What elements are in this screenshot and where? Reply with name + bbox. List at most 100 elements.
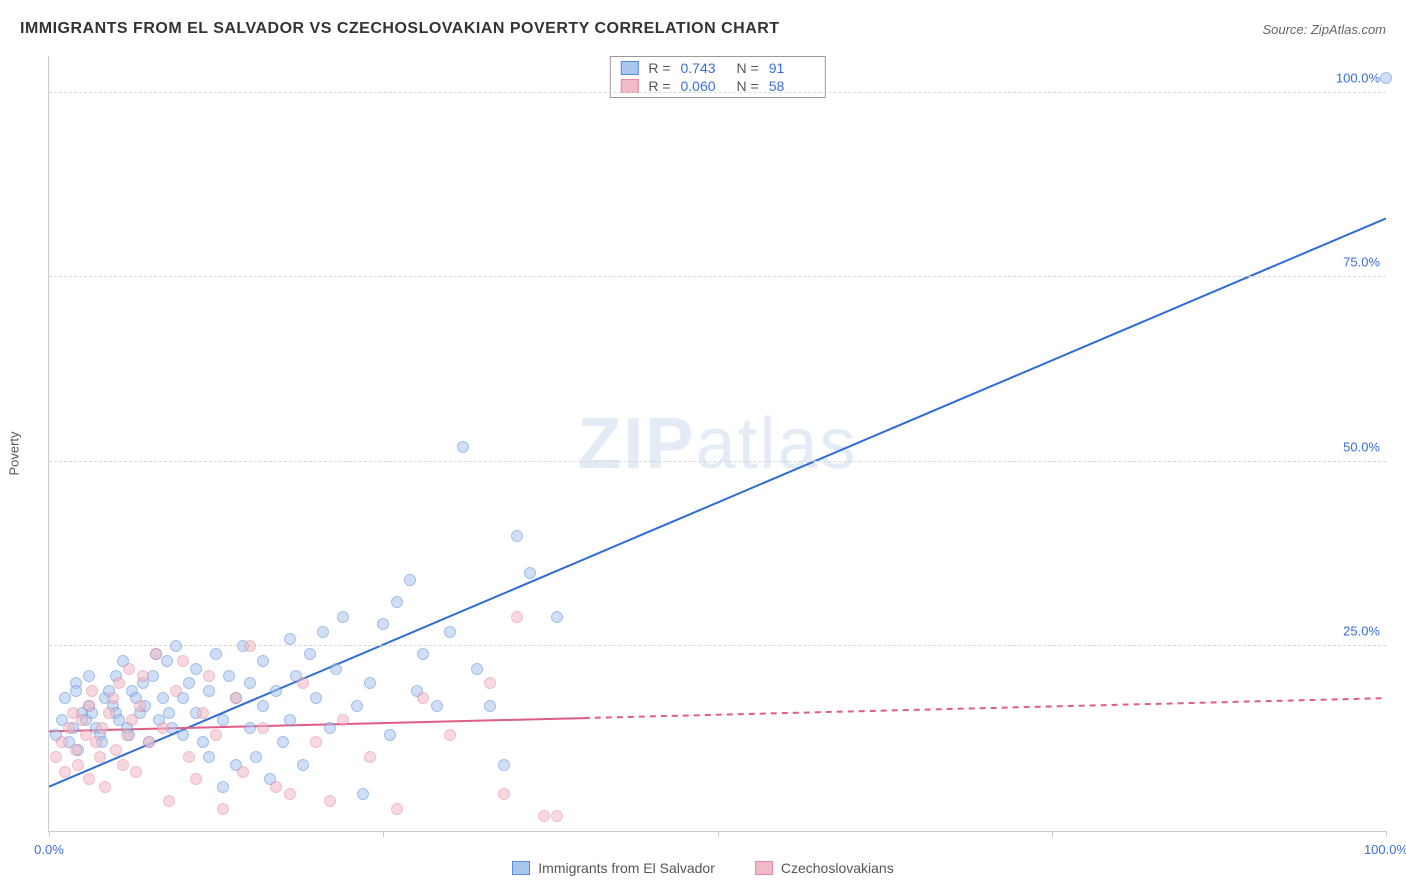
data-point [59,692,71,704]
data-point [203,751,215,763]
data-point [121,729,133,741]
data-point [357,788,369,800]
data-point [511,530,523,542]
data-point [364,677,376,689]
data-point [83,700,95,712]
data-point [150,648,162,660]
x-tick [1386,831,1387,837]
data-point [157,722,169,734]
data-point [257,655,269,667]
data-point [230,692,242,704]
data-point [498,759,510,771]
data-point [244,677,256,689]
data-point [130,766,142,778]
data-point [244,640,256,652]
trendline [584,698,1386,718]
data-point [284,714,296,726]
data-point [56,736,68,748]
data-point [417,692,429,704]
y-tick-label: 50.0% [1343,439,1380,454]
data-point [457,441,469,453]
x-tick [1052,831,1053,837]
data-point [123,663,135,675]
data-point [126,714,138,726]
data-point [183,751,195,763]
legend-swatch [620,79,638,93]
data-point [197,707,209,719]
stat-r-value: 0.743 [681,60,727,76]
data-point [59,766,71,778]
data-point [177,729,189,741]
data-point [384,729,396,741]
data-point [113,677,125,689]
data-point [203,685,215,697]
data-point [210,648,222,660]
legend-item: Czechoslovakians [755,860,894,876]
series-legend: Immigrants from El SalvadorCzechoslovaki… [0,860,1406,876]
data-point [337,714,349,726]
data-point [163,795,175,807]
data-point [72,759,84,771]
data-point [137,670,149,682]
data-point [404,574,416,586]
data-point [257,722,269,734]
data-point [284,633,296,645]
data-point [391,803,403,815]
data-point [83,670,95,682]
data-point [444,626,456,638]
x-tick-label: 0.0% [34,842,64,857]
data-point [297,759,309,771]
data-point [134,700,146,712]
data-point [217,803,229,815]
data-point [377,618,389,630]
data-point [551,810,563,822]
data-point [217,781,229,793]
data-point [270,781,282,793]
data-point [498,788,510,800]
data-point [103,707,115,719]
y-tick-label: 25.0% [1343,624,1380,639]
data-point [63,722,75,734]
data-point [170,685,182,697]
legend-label: Czechoslovakians [781,860,894,876]
data-point [183,677,195,689]
data-point [190,663,202,675]
data-point [147,670,159,682]
data-point [99,781,111,793]
data-point [210,729,222,741]
data-point [317,626,329,638]
data-point [538,810,550,822]
data-point [324,722,336,734]
gridline [49,92,1386,93]
data-point [83,773,95,785]
data-point [117,759,129,771]
y-tick-label: 100.0% [1336,70,1380,85]
data-point [337,611,349,623]
trendlines-layer [49,56,1386,831]
stat-r-label: R = [648,60,670,76]
plot-region: ZIPatlas R =0.743N =91R =0.060N =58 25.0… [48,56,1386,832]
data-point [107,692,119,704]
data-point [244,722,256,734]
data-point [163,707,175,719]
stats-row: R =0.743N =91 [610,59,824,77]
data-point [50,751,62,763]
gridline [49,276,1386,277]
stat-n-label: N = [737,60,759,76]
data-point [444,729,456,741]
x-tick-label: 100.0% [1364,842,1406,857]
data-point [177,655,189,667]
data-point [484,677,496,689]
data-point [484,700,496,712]
data-point [471,663,483,675]
data-point [257,700,269,712]
data-point [391,596,403,608]
data-point [203,670,215,682]
legend-swatch [755,861,773,875]
data-point [364,751,376,763]
data-point [223,670,235,682]
data-point [250,751,262,763]
data-point [110,744,122,756]
chart-title: IMMIGRANTS FROM EL SALVADOR VS CZECHOSLO… [20,20,780,38]
data-point [270,685,282,697]
